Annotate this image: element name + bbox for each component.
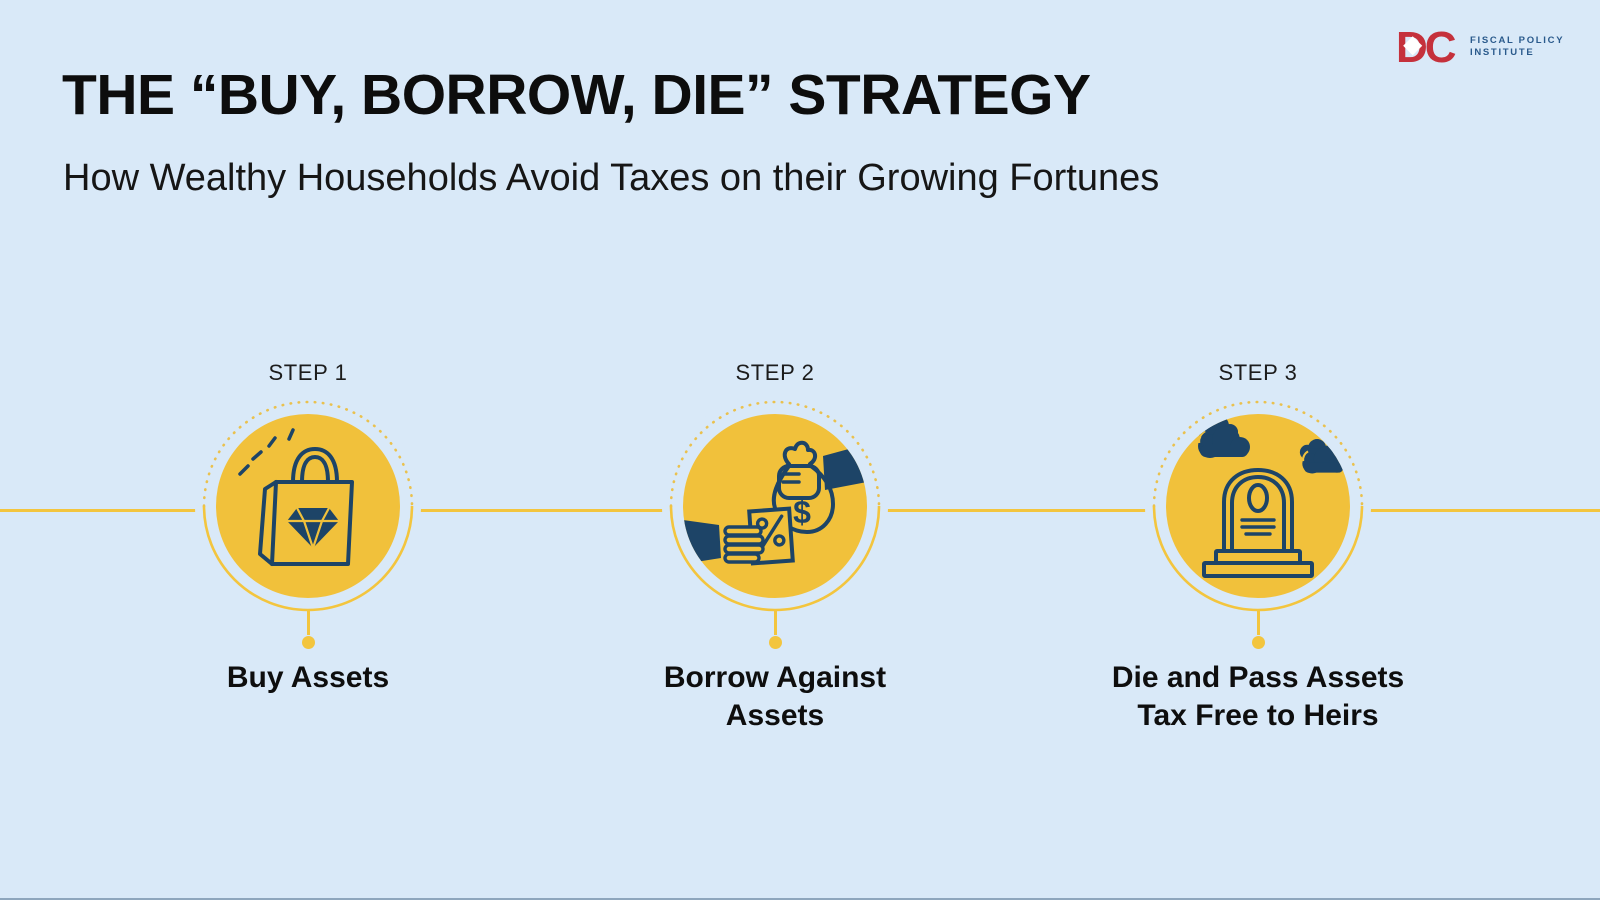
- step-1: STEP 1 Buy Assets: [88, 360, 528, 697]
- dc-logo-mark-icon: DC: [1398, 24, 1459, 70]
- step-2-connector: [773, 611, 777, 635]
- sparkle-lines: [238, 428, 295, 476]
- money-loan-hands-icon: $: [662, 393, 888, 619]
- logo-line2: INSTITUTE: [1470, 47, 1535, 58]
- logo: DC FISCAL POLICY INSTITUTE: [1398, 24, 1564, 70]
- tombstone: [1202, 468, 1314, 578]
- step-1-caption: Buy Assets: [226, 661, 390, 694]
- logo-text: FISCAL POLICY INSTITUTE: [1470, 35, 1564, 60]
- step-2-caption: Borrow Against Assets: [663, 661, 887, 732]
- cloud-right: [1299, 439, 1345, 474]
- step-1-connector: [306, 611, 310, 635]
- left-hand: [723, 525, 765, 564]
- step-2-label: STEP 2: [735, 360, 815, 385]
- money-bag-knot: [782, 440, 817, 466]
- page-title: THE “BUY, BORROW, DIE” STRATEGY: [62, 63, 1091, 127]
- diamond-shape: [287, 508, 339, 548]
- step-3-connector: [1256, 611, 1260, 635]
- tombstone-clouds-icon: [1145, 393, 1371, 619]
- step-2: STEP 2 $: [555, 360, 995, 735]
- step-3: STEP 3: [1038, 360, 1478, 735]
- step-3-dot: [1251, 636, 1265, 649]
- step-3-caption: Die and Pass Assets Tax Free to Heirs: [1111, 661, 1405, 732]
- step-3-label: STEP 3: [1218, 360, 1298, 385]
- money-bag: [771, 464, 835, 534]
- dollar-sign: $: [793, 494, 811, 530]
- step-1-label: STEP 1: [268, 360, 348, 385]
- shopping-bag-diamond-icon: [195, 393, 421, 619]
- bottom-section-edge: [0, 898, 1600, 900]
- step-2-dot: [768, 636, 782, 649]
- logo-line1: FISCAL POLICY: [1470, 34, 1565, 46]
- page-subtitle: How Wealthy Households Avoid Taxes on th…: [63, 157, 1160, 199]
- step-1-dot: [301, 636, 315, 649]
- right-hand-fist: [777, 464, 821, 500]
